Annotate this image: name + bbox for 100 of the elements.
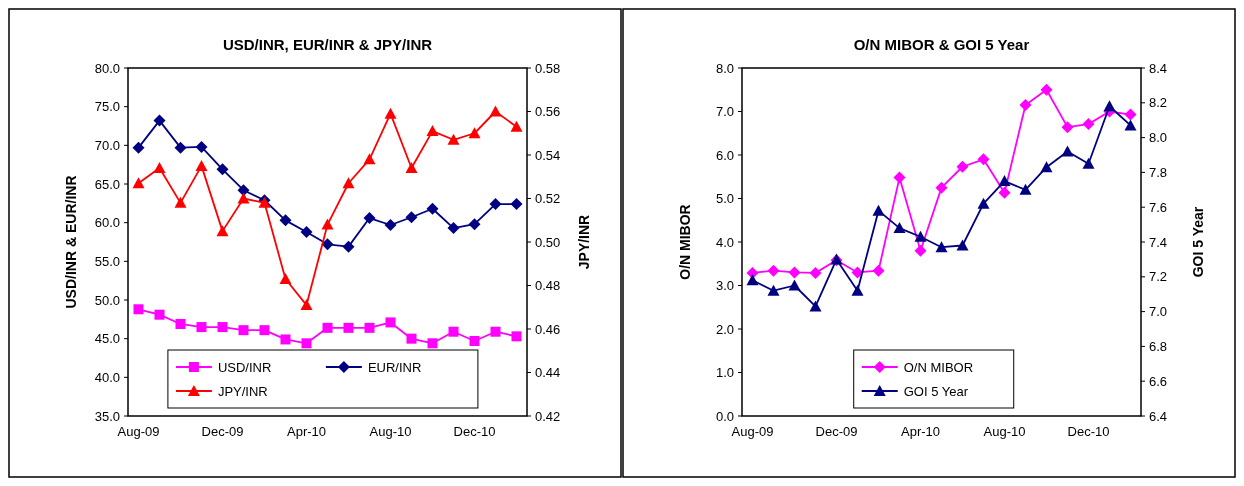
point (956, 239, 969, 251)
point (468, 218, 481, 231)
x-tick-label: Aug-09 (731, 424, 774, 439)
point (216, 225, 229, 237)
point (216, 163, 229, 176)
point (447, 133, 460, 145)
point (1040, 83, 1053, 96)
point (427, 338, 438, 349)
point (1040, 161, 1053, 173)
y-tick-label: 75.0 (94, 99, 120, 115)
point (914, 230, 927, 242)
legend-label: GOI 5 Year (903, 383, 969, 399)
point (489, 198, 502, 211)
y-tick-label: 0.0 (715, 408, 734, 424)
y2-tick-label: 8.2 (1149, 95, 1168, 111)
point (195, 140, 208, 153)
x-tick-label: Dec-10 (1067, 424, 1110, 439)
point (788, 279, 801, 291)
point (153, 162, 166, 174)
point (364, 322, 375, 333)
point (300, 225, 313, 238)
point (809, 266, 822, 279)
y-tick-label: 70.0 (94, 137, 120, 153)
point (343, 322, 354, 333)
y2-tick-label: 6.4 (1149, 408, 1168, 424)
y2-tick-label: 0.46 (535, 321, 561, 337)
point (195, 159, 208, 171)
point (426, 202, 439, 215)
x-tick-label: Apr-10 (286, 424, 327, 439)
point (405, 162, 418, 174)
point (998, 175, 1011, 187)
point (893, 171, 906, 184)
point (363, 153, 376, 165)
y-tick-label: 40.0 (94, 369, 120, 385)
point (447, 222, 460, 235)
point (490, 326, 501, 337)
point (342, 177, 355, 189)
point (956, 160, 969, 173)
point (300, 299, 313, 311)
point (1124, 119, 1137, 131)
x-tick-label: Dec-10 (453, 424, 496, 439)
point (1019, 98, 1032, 111)
point (279, 272, 292, 284)
y2-tick-label: 0.58 (535, 60, 561, 76)
x-tick-label: Aug-09 (117, 424, 160, 439)
x-tick-label: Dec-09 (201, 424, 244, 439)
point (342, 240, 355, 253)
y-tick-label: 8.0 (715, 60, 734, 76)
point (511, 331, 522, 342)
point (321, 238, 334, 251)
y2-tick-label: 0.42 (535, 408, 561, 424)
y-axis-title: USD/INR & EUR/INR (63, 175, 79, 309)
y2-tick-label: 0.48 (535, 278, 561, 294)
x-tick-label: Apr-10 (900, 424, 941, 439)
y2-tick-label: 0.50 (535, 234, 561, 250)
y2-axis-title: JPY/INR (576, 214, 592, 270)
y2-tick-label: 6.6 (1149, 373, 1168, 389)
legend-label: O/N MIBOR (903, 359, 974, 375)
point (363, 212, 376, 225)
point (746, 274, 759, 286)
x-tick-label: Aug-10 (983, 424, 1026, 439)
point (935, 241, 948, 253)
point (851, 284, 864, 296)
y-tick-label: 4.0 (715, 234, 734, 250)
point (767, 284, 780, 296)
point (788, 266, 801, 279)
y2-tick-label: 7.8 (1149, 164, 1168, 180)
point (935, 181, 948, 194)
point (468, 127, 481, 139)
point (384, 107, 397, 119)
y-tick-label: 35.0 (94, 408, 120, 424)
point (385, 317, 396, 328)
point (1082, 118, 1095, 131)
point (405, 211, 418, 224)
y2-tick-label: 0.54 (535, 147, 561, 163)
point (153, 114, 166, 127)
y2-tick-label: 8.4 (1149, 60, 1168, 76)
point (977, 153, 990, 166)
y-tick-label: 45.0 (94, 331, 120, 347)
point (998, 186, 1011, 199)
point (279, 214, 292, 227)
point (154, 309, 165, 320)
y-tick-label: 5.0 (715, 191, 734, 207)
point (1019, 183, 1032, 195)
y2-tick-label: 8.0 (1149, 130, 1168, 146)
y-tick-label: 6.0 (715, 147, 734, 163)
x-tick-label: Dec-09 (815, 424, 858, 439)
point (132, 141, 145, 154)
legend-label: JPY/INR (217, 383, 268, 399)
point (872, 204, 885, 216)
point (469, 335, 480, 346)
point (237, 192, 250, 204)
y2-tick-label: 7.6 (1149, 199, 1168, 215)
y-tick-label: 1.0 (715, 365, 734, 381)
y2-tick-label: 0.56 (535, 104, 561, 120)
point (133, 304, 144, 315)
chart-title: O/N MIBOR & GOI 5 Year (853, 36, 1030, 53)
legend-label: EUR/INR (367, 359, 422, 375)
point (426, 125, 439, 137)
point (914, 244, 927, 257)
